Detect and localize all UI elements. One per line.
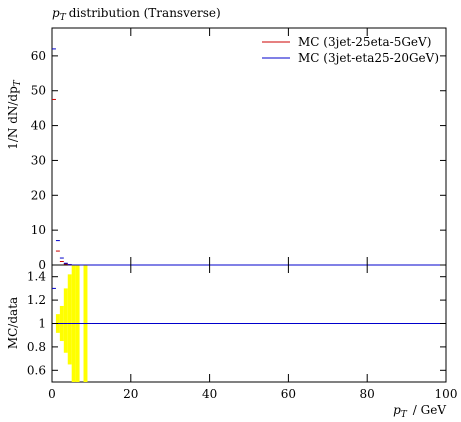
- y-tick-label: 30: [31, 153, 46, 167]
- y-tick-label: 60: [31, 49, 46, 63]
- error-band: [67, 274, 72, 365]
- title-text: distribution (Transverse): [69, 6, 221, 20]
- y-axis-label: 1/N dN/dpT: [6, 79, 23, 150]
- title-sub: T: [60, 13, 67, 23]
- y-tick-label: 1.4: [27, 270, 46, 284]
- y-tick-label: 20: [31, 188, 46, 202]
- legend-label: MC (3jet-eta25-20GeV): [298, 51, 439, 65]
- error-band: [63, 288, 68, 353]
- xlabel-text: / GeV: [413, 403, 447, 417]
- xlabel-var: p: [393, 403, 401, 417]
- legend-label: MC (3jet-25eta-5GeV): [298, 35, 431, 49]
- y-tick-label: 10: [31, 223, 46, 237]
- x-tick-label: 60: [281, 387, 296, 401]
- y-tick-label: 40: [31, 119, 46, 133]
- x-tick-label: 80: [360, 387, 375, 401]
- y-tick-label: 1: [38, 317, 46, 331]
- x-tick-label: 40: [202, 387, 217, 401]
- xlabel-sub: T: [401, 410, 408, 420]
- ylabel-text: 1/N dN/dp: [6, 86, 20, 150]
- x-axis-label: pT / GeV: [393, 403, 446, 420]
- y-tick-label: 0: [38, 258, 46, 272]
- y-tick-label: 0.6: [27, 363, 46, 377]
- y-tick-label: 0.8: [27, 340, 46, 354]
- title-var: p: [52, 6, 60, 20]
- ratio-y-axis-label: MC/data: [6, 297, 20, 349]
- x-tick-label: 100: [435, 387, 458, 401]
- x-tick-label: 20: [123, 387, 138, 401]
- x-tick-label: 0: [48, 387, 56, 401]
- chart-title: pT distribution (Transverse): [52, 6, 221, 23]
- y-tick-label: 50: [31, 84, 46, 98]
- y-tick-label: 1.2: [27, 293, 46, 307]
- ylabel-sub: T: [13, 79, 23, 86]
